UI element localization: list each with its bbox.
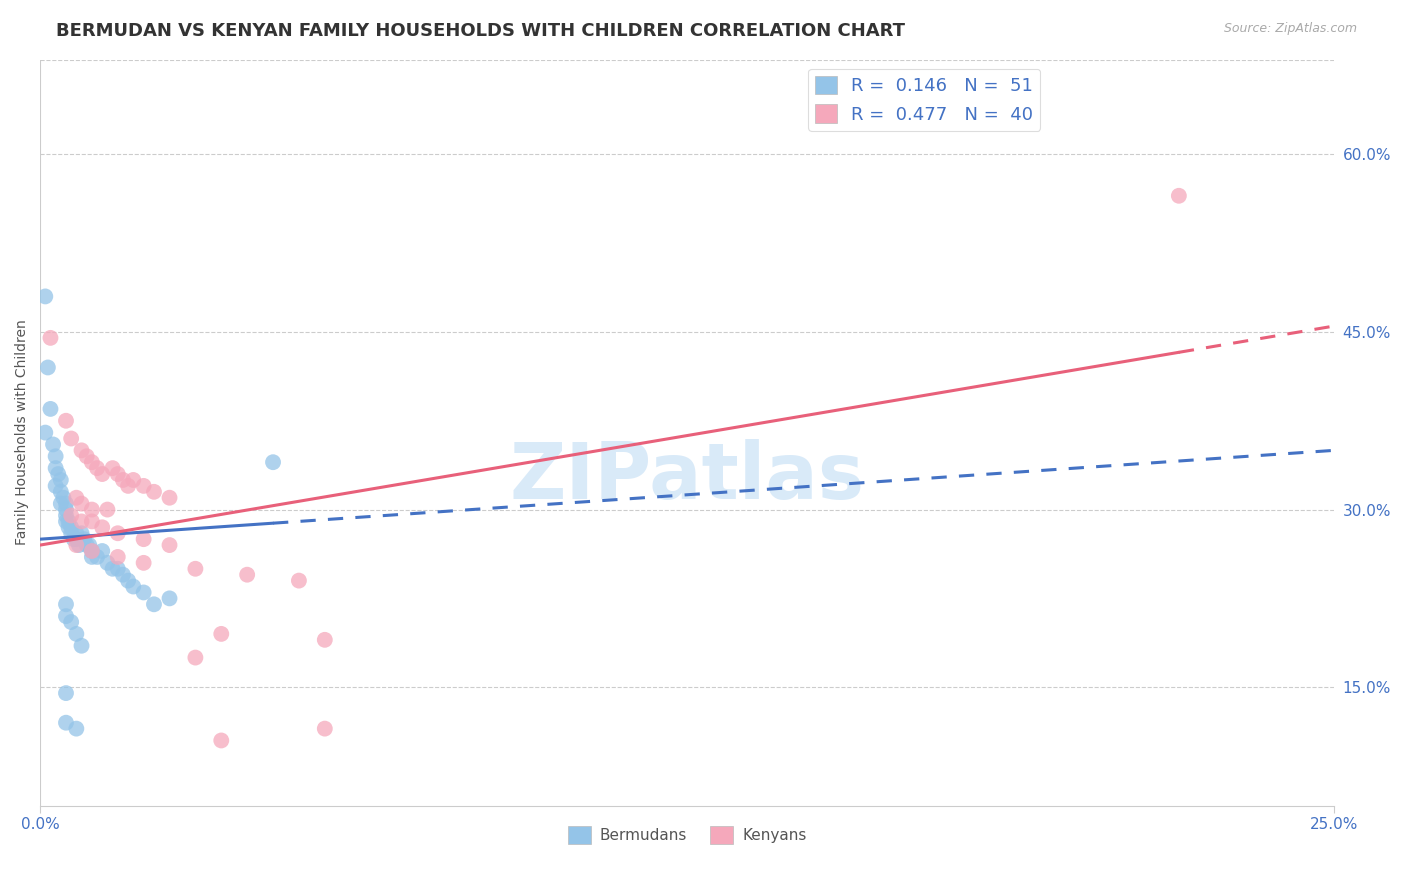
Point [55,508,77,523]
Point [184,650,207,665]
Point [132,479,155,493]
Point [159,538,181,552]
Point [52,491,75,505]
Point [184,562,207,576]
Point [86,549,108,564]
Point [101,461,124,475]
Point [65,538,87,552]
Point [143,597,166,611]
Point [65,627,87,641]
Point [1167,188,1189,202]
Point [159,591,181,606]
Point [60,520,83,534]
Point [314,632,336,647]
Point [101,562,124,576]
Text: Source: ZipAtlas.com: Source: ZipAtlas.com [1223,22,1357,36]
Point [236,567,259,582]
Point [70,639,93,653]
Point [70,497,93,511]
Point [91,467,114,481]
Point [49,473,72,487]
Point [76,450,98,464]
Point [76,538,98,552]
Point [60,526,83,541]
Point [46,467,69,481]
Point [49,497,72,511]
Text: ZIPatlas: ZIPatlas [509,440,865,516]
Point [209,627,232,641]
Point [65,722,87,736]
Point [107,467,129,481]
Point [55,597,77,611]
Point [55,715,77,730]
Point [62,532,84,546]
Point [55,497,77,511]
Point [143,484,166,499]
Point [58,515,80,529]
Point [91,544,114,558]
Y-axis label: Family Households with Children: Family Households with Children [15,319,30,546]
Point [80,544,103,558]
Point [45,479,67,493]
Point [73,532,96,546]
Point [86,461,108,475]
Point [96,556,118,570]
Point [65,491,87,505]
Point [45,461,67,475]
Point [111,567,134,582]
Point [122,580,145,594]
Point [96,502,118,516]
Text: BERMUDAN VS KENYAN FAMILY HOUSEHOLDS WITH CHILDREN CORRELATION CHART: BERMUDAN VS KENYAN FAMILY HOUSEHOLDS WIT… [56,22,905,40]
Point [117,479,139,493]
Point [132,532,155,546]
Point [55,414,77,428]
Point [58,520,80,534]
Point [65,532,87,546]
Point [55,686,77,700]
Point [111,473,134,487]
Legend: R =  0.146   N =  51, R =  0.477   N =  40: R = 0.146 N = 51, R = 0.477 N = 40 [808,69,1040,131]
Point [107,549,129,564]
Point [80,544,103,558]
Point [34,425,56,440]
Point [80,549,103,564]
Point [80,455,103,469]
Point [107,526,129,541]
Point [79,538,101,552]
Point [67,538,90,552]
Point [34,289,56,303]
Point [65,526,87,541]
Point [70,443,93,458]
Point [39,331,62,345]
Point [80,515,103,529]
Point [314,722,336,736]
Point [262,455,284,469]
Point [70,515,93,529]
Point [39,401,62,416]
Point [117,574,139,588]
Point [70,526,93,541]
Point [288,574,311,588]
Point [122,473,145,487]
Point [55,609,77,624]
Point [60,432,83,446]
Point [55,515,77,529]
Point [49,484,72,499]
Point [107,562,129,576]
Point [209,733,232,747]
Point [37,360,59,375]
Point [42,437,65,451]
Point [60,615,83,629]
Point [60,508,83,523]
Point [132,585,155,599]
Point [80,502,103,516]
Point [91,520,114,534]
Point [132,556,155,570]
Point [55,502,77,516]
Point [45,450,67,464]
Point [159,491,181,505]
